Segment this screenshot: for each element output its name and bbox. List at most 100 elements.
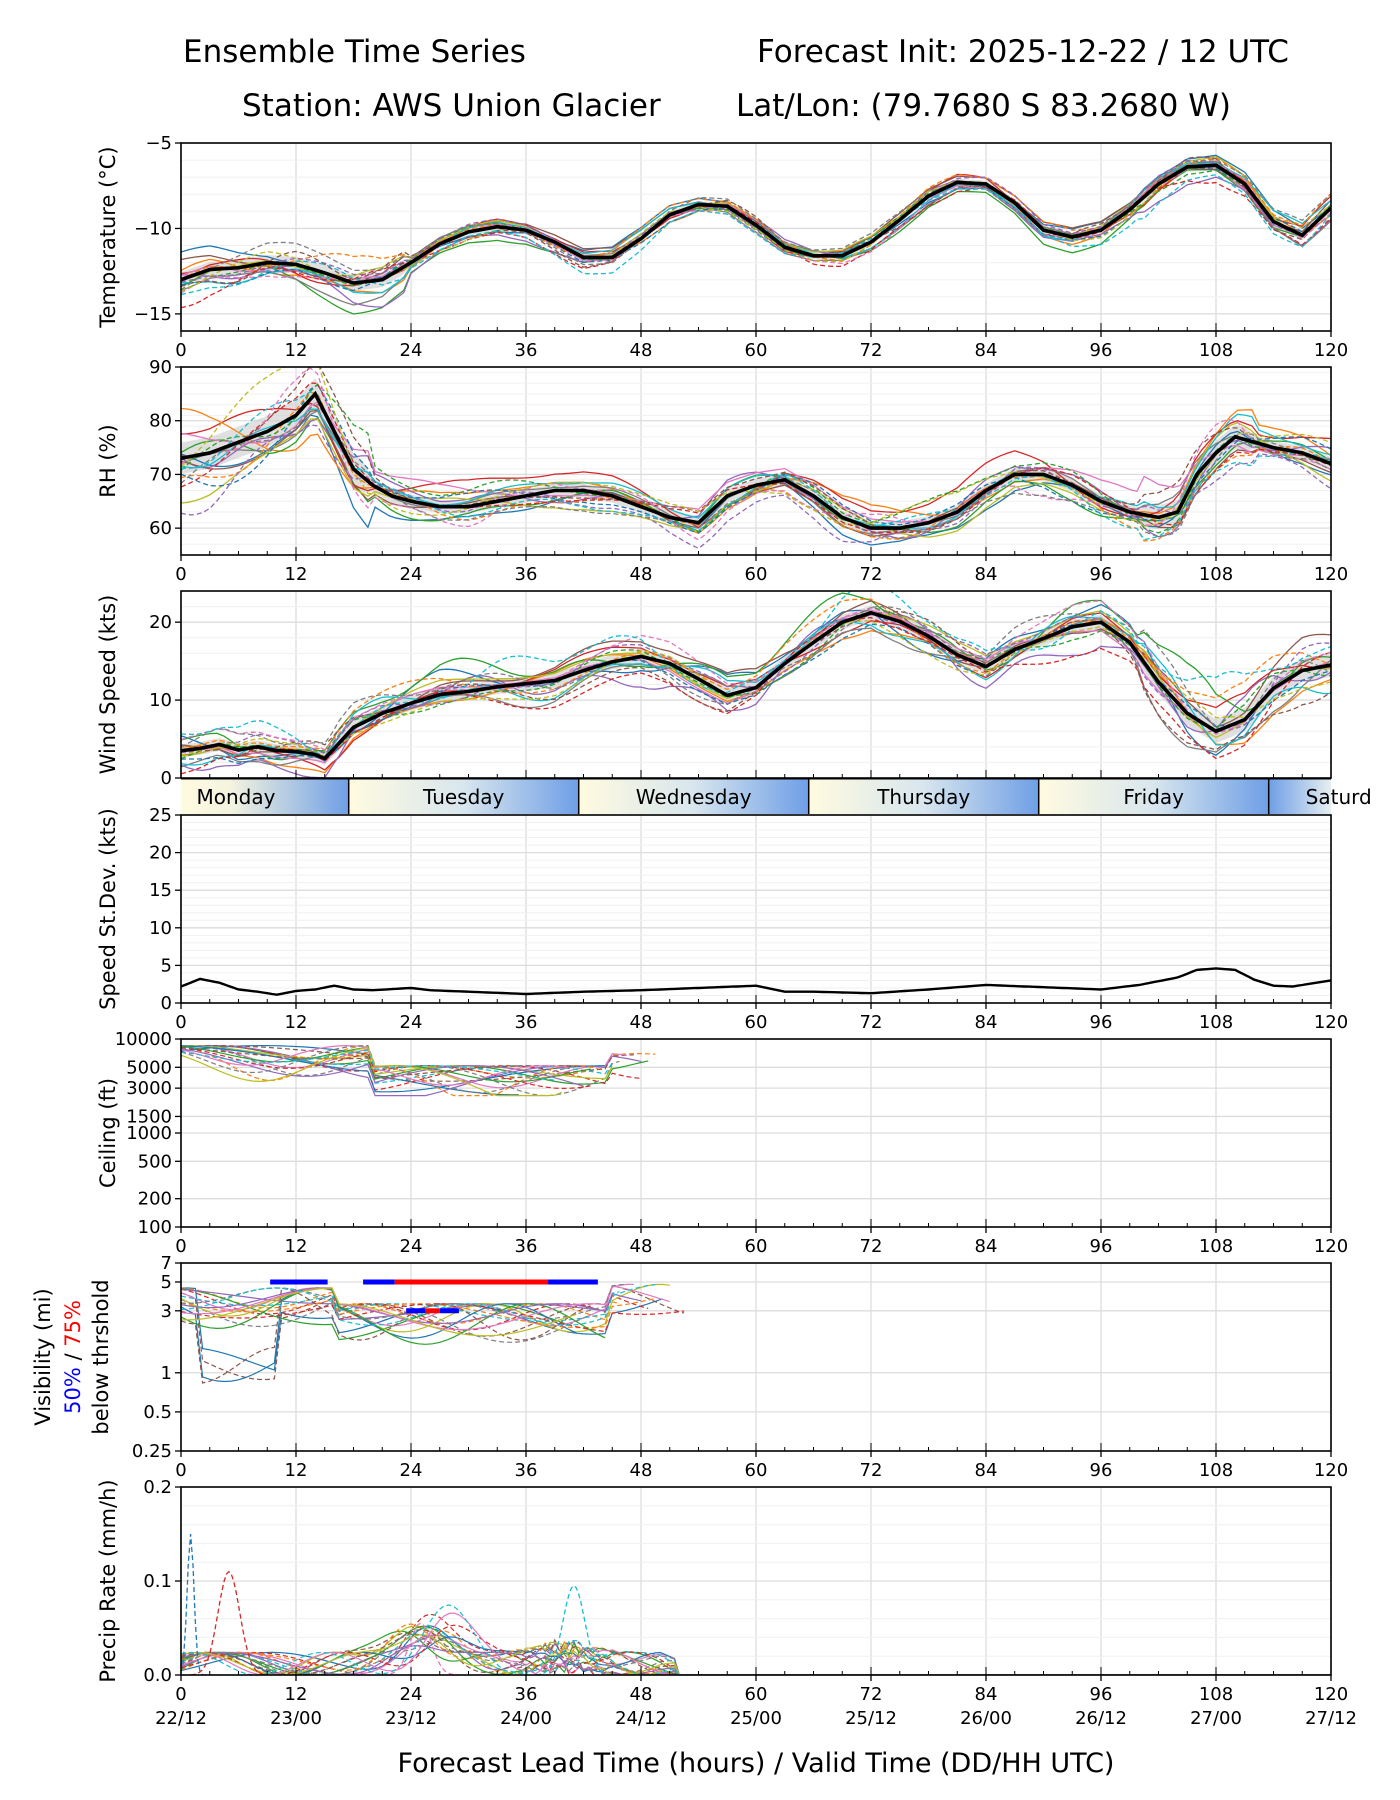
x-tick-label: 72 [860, 564, 883, 585]
y-tick-label: 20 [149, 612, 172, 633]
x-tick-label: 48 [630, 1012, 653, 1033]
wind-plot-area [181, 591, 1331, 778]
visibility-plot-area [181, 1279, 685, 1384]
y-tick-label: 500 [138, 1151, 172, 1172]
x-tick-label: 60 [745, 1012, 768, 1033]
day-band-segment [181, 779, 349, 814]
x-tick-label: 108 [1199, 1012, 1233, 1033]
x-tick-label: 120 [1314, 564, 1348, 585]
temperature-member-line [181, 169, 1331, 292]
x-tick-label: 24 [400, 564, 423, 585]
y-tick-label: 5 [161, 955, 172, 976]
x-tick-label: 36 [515, 340, 538, 361]
y-tick-label: 10 [149, 690, 172, 711]
x-tick-label: 60 [745, 340, 768, 361]
x-tick-label: 0 [175, 564, 186, 585]
precip-member-line [181, 1634, 1331, 1675]
x-tick-label: 36 [515, 564, 538, 585]
x-tick-label: 120 [1314, 1012, 1348, 1033]
x-tick-label: 12 [285, 1460, 308, 1481]
precip-y-axis-label: Precip Rate (mm/h) [96, 1479, 120, 1682]
visibility-member-line [181, 1287, 591, 1384]
x-tick-label: 0 [175, 1236, 186, 1257]
x-axis-title: Forecast Lead Time (hours) / Valid Time … [398, 1748, 1115, 1779]
forecast-init: Forecast Init: 2025-12-22 / 12 UTC [757, 34, 1289, 70]
y-tick-label: 15 [149, 880, 172, 901]
day-label-tuesday: Tuesday [422, 785, 505, 809]
rh-member-line [181, 403, 1331, 539]
ceiling-member-line [181, 1044, 649, 1085]
y-tick-label: 7 [161, 1253, 172, 1274]
x-tick-label: 48 [630, 564, 653, 585]
valid-time-label: 24/00 [500, 1708, 552, 1729]
day-band-segment [578, 779, 809, 814]
x-tick-label: 48 [630, 1236, 653, 1257]
x-tick-label: 108 [1199, 1460, 1233, 1481]
x-tick-label: 96 [1090, 1236, 1113, 1257]
rh-member-line [181, 367, 1331, 541]
ceiling-member-line [181, 1049, 555, 1081]
precip-member-line [181, 1625, 1331, 1675]
ceiling-member-line [181, 1047, 577, 1079]
visibility-member-line [181, 1298, 591, 1343]
day-band-segment [1038, 779, 1269, 814]
x-tick-label: 24 [400, 340, 423, 361]
y-tick-label: 1000 [126, 1123, 172, 1144]
visibility-y-axis-label: Visibility (mi) [31, 1288, 55, 1425]
x-tick-label: 12 [285, 1236, 308, 1257]
x-tick-label: 0 [175, 1684, 186, 1705]
x-tick-label: 0 [175, 1012, 186, 1033]
y-tick-label: 0 [161, 993, 172, 1014]
x-tick-label: 96 [1090, 1460, 1113, 1481]
y-tick-label: 3000 [126, 1078, 172, 1099]
x-tick-label: 72 [860, 340, 883, 361]
ceiling-member-line [181, 1044, 642, 1091]
valid-time-label: 23/12 [385, 1708, 437, 1729]
y-tick-label: 5000 [126, 1057, 172, 1078]
x-tick-label: 24 [400, 1684, 423, 1705]
x-tick-label: 60 [745, 1684, 768, 1705]
wind-y-axis-label: Wind Speed (kts) [96, 595, 120, 775]
ceiling-plot-area [181, 1044, 656, 1097]
day-band-segment [1268, 779, 1331, 814]
wind-member-line [181, 615, 1331, 766]
wind-member-line [181, 592, 1331, 761]
y-tick-label: 20 [149, 843, 172, 864]
x-tick-label: 60 [745, 564, 768, 585]
rh-y-axis-label: RH (%) [96, 424, 120, 497]
y-tick-label: 0.25 [132, 1441, 172, 1462]
rh-member-line [181, 401, 1331, 523]
rh-ensemble-mean [181, 390, 1331, 530]
x-tick-label: 60 [745, 1236, 768, 1257]
precip-member-line [181, 1636, 1331, 1675]
precip-member-line [181, 1624, 1331, 1675]
y-tick-label: 70 [149, 464, 172, 485]
precip-member-line [181, 1612, 1331, 1675]
x-tick-label: 12 [285, 340, 308, 361]
x-tick-label: 36 [515, 1460, 538, 1481]
x-tick-label: 24 [400, 1236, 423, 1257]
precip-member-line [181, 1623, 1331, 1675]
ceiling-member-line [181, 1044, 570, 1094]
ceiling-member-line [181, 1044, 634, 1082]
visibility-member-line [181, 1298, 656, 1329]
precip-member-line [181, 1632, 1331, 1675]
day-band-segment [348, 779, 579, 814]
precip-member-line [181, 1630, 1331, 1675]
day-label-wednesday: Wednesday [636, 785, 752, 809]
x-tick-label: 96 [1090, 1012, 1113, 1033]
y-tick-label: 1500 [126, 1106, 172, 1127]
y-tick-label: −10 [134, 218, 172, 239]
ceiling-member-line [181, 1045, 613, 1080]
y-tick-label: 0 [161, 768, 172, 789]
rh-plot-area [181, 367, 1331, 550]
ceiling-member-line [181, 1045, 599, 1097]
y-tick-label: 10000 [115, 1029, 172, 1050]
x-tick-label: 120 [1314, 1460, 1348, 1481]
temperature-ensemble-mean [181, 163, 1331, 285]
valid-time-label: 26/00 [960, 1708, 1012, 1729]
visibility-member-line [181, 1287, 606, 1345]
x-tick-label: 120 [1314, 1684, 1348, 1705]
wind-member-line [181, 610, 1331, 757]
